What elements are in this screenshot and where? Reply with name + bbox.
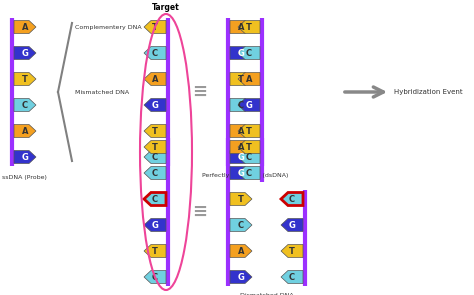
Polygon shape [238,99,260,112]
Text: C: C [152,194,158,204]
Text: T: T [246,142,252,152]
Polygon shape [144,219,166,232]
Polygon shape [230,245,252,258]
Text: C: C [289,273,295,281]
Text: T: T [238,194,244,204]
Polygon shape [144,193,166,206]
Polygon shape [230,99,252,112]
Polygon shape [230,20,252,34]
Text: G: G [246,101,253,109]
Text: C: C [152,153,158,161]
Polygon shape [14,150,36,163]
Polygon shape [14,73,36,86]
Text: G: G [21,153,28,161]
Text: Complementery DNA: Complementery DNA [75,25,142,30]
Polygon shape [144,140,166,153]
Polygon shape [230,271,252,283]
Text: T: T [246,22,252,32]
Polygon shape [230,140,252,153]
Text: C: C [152,48,158,58]
Text: A: A [238,22,244,32]
Text: C: C [246,48,252,58]
Text: G: G [289,220,295,230]
Text: Target: Target [152,3,180,12]
Text: T: T [152,22,158,32]
Polygon shape [144,271,166,283]
Polygon shape [238,124,260,137]
Polygon shape [144,47,166,60]
Text: C: C [152,168,158,178]
Polygon shape [144,20,166,34]
Text: A: A [22,127,28,135]
Text: C: C [22,101,28,109]
Text: G: G [237,168,245,178]
Text: A: A [22,22,28,32]
Polygon shape [238,150,260,163]
Text: T: T [289,247,295,255]
Polygon shape [230,166,252,179]
Text: G: G [152,101,158,109]
Text: Hybridization Event: Hybridization Event [394,89,463,95]
Polygon shape [14,124,36,137]
Polygon shape [230,219,252,232]
Polygon shape [230,150,252,163]
Text: T: T [152,127,158,135]
Polygon shape [230,47,252,60]
Text: T: T [246,127,252,135]
Text: C: C [238,220,244,230]
Polygon shape [281,219,303,232]
Text: C: C [246,153,252,161]
Text: G: G [21,48,28,58]
Text: A: A [246,75,252,83]
Text: A: A [238,142,244,152]
Text: Perfectly Matched  (dsDNA): Perfectly Matched (dsDNA) [202,173,288,178]
Polygon shape [144,73,166,86]
Polygon shape [144,99,166,112]
Polygon shape [144,166,166,179]
Text: A: A [238,247,244,255]
Polygon shape [238,47,260,60]
Polygon shape [144,150,166,163]
Text: C: C [238,101,244,109]
Polygon shape [238,140,260,153]
Polygon shape [144,124,166,137]
Text: T: T [238,75,244,83]
Polygon shape [230,73,252,86]
Text: ssDNA (Probe): ssDNA (Probe) [2,175,47,180]
Polygon shape [281,271,303,283]
Text: A: A [238,127,244,135]
Polygon shape [238,73,260,86]
Polygon shape [238,20,260,34]
Text: Mismatched DNA: Mismatched DNA [75,90,129,95]
Text: G: G [237,48,245,58]
Text: C: C [246,168,252,178]
Text: G: G [152,220,158,230]
Polygon shape [281,245,303,258]
Text: C: C [289,194,295,204]
Polygon shape [281,193,303,206]
Text: G: G [237,153,245,161]
Text: A: A [152,75,158,83]
Polygon shape [14,99,36,112]
Text: C: C [152,273,158,281]
Text: T: T [22,75,28,83]
Text: ≡: ≡ [192,203,208,221]
Text: G: G [237,273,245,281]
Polygon shape [230,193,252,206]
Polygon shape [238,166,260,179]
Polygon shape [14,20,36,34]
Polygon shape [144,245,166,258]
Text: T: T [152,247,158,255]
Polygon shape [230,124,252,137]
Text: Dismatched DNA: Dismatched DNA [240,293,293,295]
Polygon shape [14,47,36,60]
Text: ≡: ≡ [192,83,208,101]
Text: T: T [152,142,158,152]
